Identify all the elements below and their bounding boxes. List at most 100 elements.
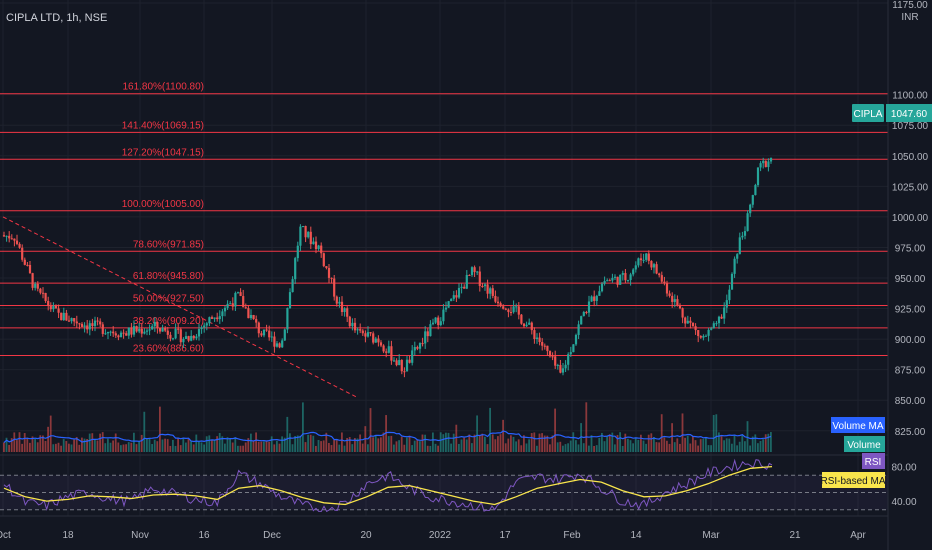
candle-body bbox=[668, 293, 671, 296]
time-tick-label: 17 bbox=[499, 530, 511, 541]
candle-body bbox=[444, 307, 448, 310]
price-tick-label: 825.00 bbox=[895, 427, 926, 438]
candle-body bbox=[616, 276, 619, 285]
candle-body bbox=[91, 323, 94, 326]
candle-body bbox=[387, 346, 390, 353]
candle-body bbox=[195, 336, 198, 339]
fib-level-label: 100.00%(1005.00) bbox=[122, 199, 204, 210]
candle-body bbox=[569, 352, 572, 355]
volume-bar bbox=[517, 439, 520, 452]
candle-body bbox=[330, 277, 333, 279]
candle-body bbox=[353, 322, 357, 331]
volume-bar bbox=[387, 436, 390, 452]
volume-bar bbox=[78, 444, 81, 452]
volume-bars bbox=[3, 402, 772, 452]
price-axis[interactable]: 1175.00 1100.00 1075.00 1050.00 1025.00 1000.… bbox=[891, 0, 928, 508]
volume-bar bbox=[603, 441, 606, 452]
candle-body bbox=[470, 267, 474, 276]
candle-body bbox=[65, 312, 68, 321]
candle-body bbox=[104, 333, 107, 335]
candle-body bbox=[385, 351, 388, 353]
volume-bar bbox=[723, 440, 725, 452]
volume-bar bbox=[112, 440, 114, 452]
volume-bar bbox=[265, 441, 268, 452]
volume-bar bbox=[549, 444, 551, 452]
volume-bar bbox=[754, 434, 757, 452]
candle-body bbox=[99, 321, 102, 325]
candle-body bbox=[221, 311, 224, 317]
candle-body bbox=[678, 305, 682, 309]
candle-body bbox=[192, 335, 195, 339]
candle-body bbox=[738, 237, 741, 255]
volume-bar bbox=[369, 408, 372, 452]
volume-bar bbox=[148, 438, 151, 452]
candle-body bbox=[398, 360, 401, 366]
candle-body bbox=[270, 336, 273, 338]
volume-bar bbox=[151, 444, 153, 452]
volume-bar bbox=[692, 436, 694, 452]
candle-body bbox=[577, 324, 580, 335]
volume-bar bbox=[351, 444, 354, 452]
candle-body bbox=[606, 280, 609, 282]
volume-bar bbox=[595, 445, 598, 452]
rsi-pane bbox=[0, 458, 888, 513]
candle-body bbox=[684, 317, 687, 324]
time-axis[interactable]: Oct 18 Nov 16 Dec 20 2022 17 Feb 14 Mar 21 Apr bbox=[0, 530, 866, 541]
candle-body bbox=[312, 241, 315, 245]
volume-bar bbox=[164, 438, 166, 452]
volume-bar bbox=[416, 440, 419, 452]
candle-body bbox=[637, 258, 640, 266]
candle-body bbox=[57, 308, 60, 313]
candle-body bbox=[364, 333, 367, 337]
candle-body bbox=[18, 243, 21, 248]
candle-body bbox=[754, 185, 757, 196]
candle-body bbox=[15, 240, 19, 244]
volume-bar bbox=[770, 432, 772, 452]
volume-bar bbox=[70, 444, 73, 452]
candle-body bbox=[460, 286, 463, 288]
volume-bar bbox=[104, 443, 107, 452]
candle-body bbox=[608, 280, 611, 282]
candle-body bbox=[249, 314, 253, 319]
fib-retracement[interactable]: 161.80%(1100.80) 141.40%(1069.15) 127.20%(… bbox=[0, 82, 888, 356]
candle-body bbox=[671, 295, 674, 302]
candle-body bbox=[652, 264, 656, 268]
volume-bar bbox=[400, 436, 403, 452]
candle-body bbox=[122, 332, 125, 334]
candle-body bbox=[138, 328, 141, 332]
volume-bar bbox=[133, 432, 135, 452]
candle-body bbox=[450, 298, 453, 302]
candle-body bbox=[54, 305, 58, 309]
candle-body bbox=[429, 324, 432, 337]
candle-body bbox=[728, 289, 731, 301]
candle-body bbox=[145, 330, 149, 332]
volume-bar bbox=[47, 426, 49, 452]
volume-bar bbox=[541, 433, 543, 452]
candle-body bbox=[216, 317, 219, 320]
candle-body bbox=[291, 279, 294, 293]
price-tick-label: 975.00 bbox=[895, 243, 926, 254]
volume-bar bbox=[486, 444, 489, 452]
price-tick-label: 1175.00 bbox=[892, 0, 928, 11]
candle-body bbox=[21, 247, 24, 260]
volume-bar bbox=[286, 416, 289, 452]
price-tick-label: 1050.00 bbox=[892, 152, 929, 163]
candle-body bbox=[473, 267, 476, 273]
candle-body bbox=[525, 324, 528, 327]
candle-body bbox=[190, 335, 193, 341]
volume-bar bbox=[507, 438, 510, 452]
volume-bar bbox=[525, 443, 528, 452]
candle-body bbox=[764, 160, 767, 168]
volume-bar bbox=[60, 445, 62, 452]
symbol-tag: CIPLA bbox=[854, 109, 883, 120]
volume-bar bbox=[749, 445, 751, 452]
volume-bar bbox=[645, 443, 647, 452]
candle-body bbox=[208, 317, 211, 324]
trendline[interactable] bbox=[2, 216, 359, 399]
price-tick-label: 850.00 bbox=[895, 396, 926, 407]
candle-body bbox=[697, 330, 700, 337]
fib-level-label: 141.40%(1069.15) bbox=[122, 120, 204, 131]
candle-body bbox=[541, 342, 544, 346]
candle-body bbox=[239, 292, 242, 297]
